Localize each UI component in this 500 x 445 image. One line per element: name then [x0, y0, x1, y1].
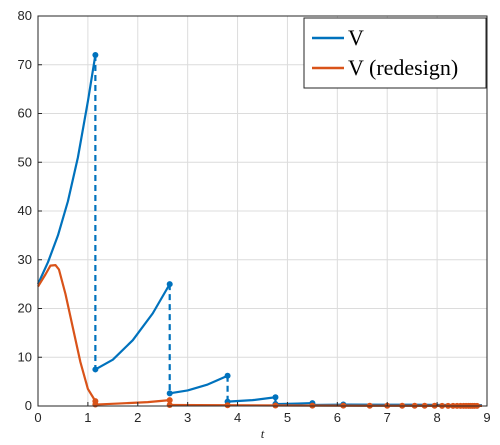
data-point-v: [272, 394, 279, 401]
series-layer: [36, 52, 483, 409]
series-line-v-redesign: [37, 264, 97, 402]
series-line-v: [36, 54, 97, 285]
tick-labels: 0 1 2 3 4 5 6 7 8 9 0 10 20 30 40 50 60 70 80: [18, 8, 491, 425]
legend-label-v: V: [348, 25, 364, 50]
series-line-v: [227, 396, 276, 403]
data-point-v: [166, 281, 173, 288]
y-tick-label: 80: [18, 8, 32, 23]
data-point-v: [166, 390, 173, 397]
series-line-v: [275, 401, 313, 406]
data-point-v: [92, 366, 99, 373]
series-line-v: [169, 374, 229, 395]
x-axis-label: t: [261, 426, 265, 441]
y-tick-label: 50: [18, 154, 32, 169]
legend: V V (redesign): [303, 17, 487, 89]
data-point-v-redesign: [166, 397, 173, 404]
data-point-v-redesign: [92, 401, 99, 408]
x-tick-label: 6: [334, 410, 341, 425]
legend-box: [303, 17, 487, 89]
series-line-v: [94, 283, 171, 371]
x-tick-label: 0: [34, 410, 41, 425]
y-tick-label: 40: [18, 203, 32, 218]
x-tick-label: 4: [234, 410, 241, 425]
y-tick-label: 30: [18, 252, 32, 267]
x-tick-label: 2: [134, 410, 141, 425]
y-tick-label: 0: [25, 398, 32, 413]
x-tick-label: 3: [184, 410, 191, 425]
x-tick-label: 8: [433, 410, 440, 425]
x-tick-label: 5: [284, 410, 291, 425]
data-point-v: [224, 372, 231, 379]
x-tick-label: 9: [483, 410, 490, 425]
series-line-v-redesign: [95, 399, 170, 406]
x-tick-label: 1: [84, 410, 91, 425]
data-point-v: [92, 52, 99, 58]
x-tick-label: 7: [384, 410, 391, 425]
y-tick-label: 70: [18, 57, 32, 72]
y-tick-label: 10: [18, 349, 32, 364]
y-tick-label: 60: [18, 106, 32, 121]
legend-label-v-redesign: V (redesign): [348, 55, 458, 80]
data-point-v-redesign: [224, 402, 231, 409]
y-tick-label: 20: [18, 301, 32, 316]
data-point-v-redesign: [166, 402, 173, 409]
